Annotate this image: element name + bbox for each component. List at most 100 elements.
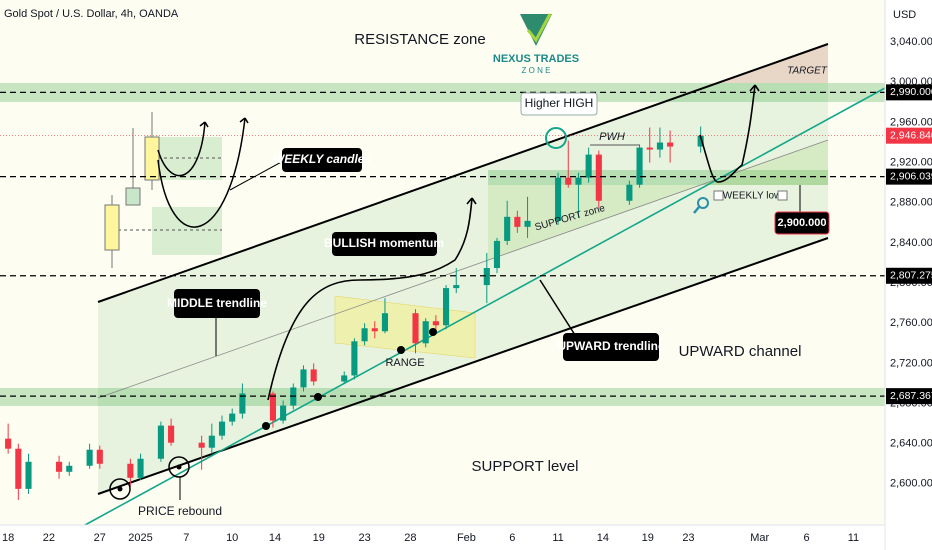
candle-body [443, 288, 450, 326]
candle-body [646, 147, 653, 150]
candle-body [269, 393, 276, 421]
x-tick-label: 10 [226, 532, 238, 544]
dot [262, 422, 270, 430]
upward-trendline [84, 87, 886, 526]
x-tick-label: 19 [642, 532, 654, 544]
y-tick-label: 2,920.000 [890, 157, 932, 169]
candle-body [239, 393, 246, 414]
x-tick-label: 7 [183, 532, 189, 544]
annotation: WEEKLY low [723, 191, 782, 202]
plot-background [0, 0, 885, 525]
candle-body [229, 413, 236, 422]
middle-trendline [97, 139, 829, 399]
label-box [520, 92, 598, 116]
x-tick-label: 23 [682, 532, 694, 544]
connector [539, 279, 576, 336]
last-price-label: 2,946.840 [890, 129, 932, 141]
candle-body [504, 216, 511, 241]
candle-body [198, 442, 205, 448]
annotation: 2,900.000 [778, 217, 827, 229]
level-label: 2,687.367 [890, 390, 932, 402]
candle-body [381, 313, 389, 332]
channel-top [97, 43, 829, 303]
candle-body [127, 463, 134, 478]
candle-body [412, 313, 419, 344]
annotation: RANGE [385, 357, 424, 369]
checkbox [777, 190, 788, 201]
annotation: PRICE rebound [138, 504, 222, 518]
momentum-curve [267, 197, 477, 401]
candle-body [351, 341, 358, 376]
y-tick-label: 2,840.000 [890, 237, 932, 249]
checkbox [713, 190, 724, 201]
annotation: UPWARD channel [679, 343, 802, 360]
annotation: TARGET [787, 66, 828, 77]
x-tick-label: Feb [457, 532, 476, 544]
sketch-curve [157, 121, 209, 177]
range-box [334, 295, 476, 359]
candle-body [422, 321, 429, 344]
x-tick-label: 18 [2, 532, 14, 544]
annotation: Higher HIGH [525, 96, 594, 110]
last-price-tag [886, 127, 932, 144]
candle-body [667, 142, 674, 147]
level-tag [886, 84, 932, 101]
candle-body [66, 465, 73, 472]
candle-body [218, 421, 226, 436]
levels [0, 91, 885, 397]
label-box [282, 148, 362, 172]
candle-body [626, 184, 633, 201]
x-tick-label: 6 [804, 532, 810, 544]
candle-body [137, 458, 144, 478]
dot [397, 346, 405, 354]
candle-body [565, 177, 572, 185]
candle-body [96, 449, 103, 464]
candle-body [25, 461, 32, 489]
rebound-circle [168, 456, 190, 478]
connector [229, 159, 286, 191]
x-tick-label: 27 [94, 532, 106, 544]
projection [699, 84, 760, 183]
y-tick-label: 2,760.000 [890, 317, 932, 329]
y-tick-label: 2,880.000 [890, 197, 932, 209]
level-label: 2,990.000 [890, 86, 932, 98]
x-tick-label: Mar [750, 532, 769, 544]
label-box [563, 333, 659, 361]
candle-body [168, 425, 175, 443]
annotation: WEEKLY candles [273, 152, 372, 166]
candles [5, 126, 704, 500]
candle-body [15, 448, 22, 489]
candle-body [656, 142, 663, 150]
candle-body [575, 177, 582, 185]
candle-body [555, 177, 562, 221]
level-tag [886, 388, 932, 405]
chart-title: Gold Spot / U.S. Dollar, 4h, OANDA [4, 8, 179, 20]
candle-body [86, 449, 93, 466]
weekly-candle [104, 204, 120, 251]
annotation: SUPPORT level [472, 458, 579, 475]
annotation: UPWARD trendline [557, 339, 665, 353]
candle-body [361, 328, 368, 342]
weekly-box [152, 207, 222, 255]
y-tick-label: 2,720.000 [890, 357, 932, 369]
candle-body [280, 405, 287, 421]
label-box [174, 289, 260, 318]
x-tick-label: 11 [552, 532, 563, 544]
level-label: 2,906.039 [890, 170, 932, 182]
logo-text: Z O N E [522, 66, 551, 75]
y-tick-label: 2,600.000 [890, 478, 932, 490]
candle-body [432, 321, 439, 326]
dot [176, 464, 182, 470]
level-label: 2,807.275 [890, 270, 932, 282]
candle-body [595, 154, 602, 201]
annotation: MIDDLE trendline [167, 296, 267, 310]
candle-body [585, 154, 592, 178]
dot [429, 328, 437, 336]
candle-body [697, 135, 704, 147]
logo-check [526, 13, 552, 43]
candle-body [636, 147, 643, 185]
candle-body [524, 220, 531, 227]
rebound-circle [109, 478, 131, 500]
candle-body [341, 375, 348, 382]
